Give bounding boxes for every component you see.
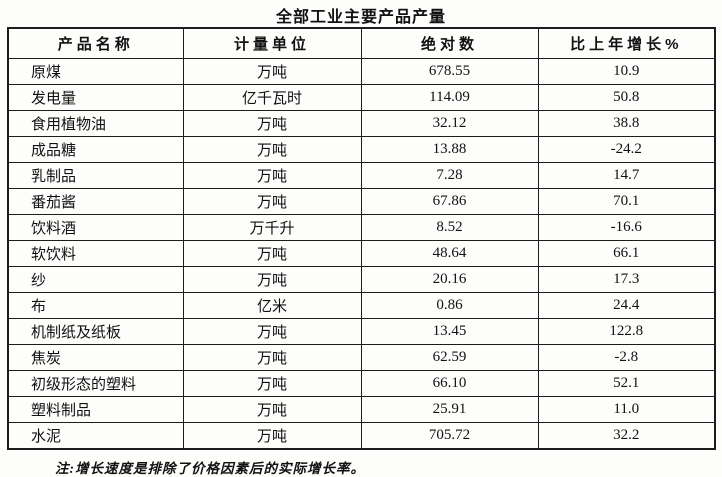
cell-growth-pct: -16.6	[537, 214, 716, 241]
table-row: 发电量 亿千瓦时 114.09 50.8	[7, 84, 716, 111]
cell-growth-pct: 11.0	[537, 396, 716, 423]
cell-unit: 亿米	[182, 292, 362, 319]
cell-unit: 万吨	[182, 240, 362, 267]
cell-unit: 万吨	[182, 110, 362, 137]
cell-growth-pct: 10.9	[537, 58, 716, 85]
cell-unit: 亿千瓦时	[182, 84, 362, 111]
cell-unit: 万吨	[182, 136, 362, 163]
cell-absolute-value: 13.88	[360, 136, 539, 163]
cell-unit: 万吨	[182, 396, 362, 423]
cell-product-name: 发电量	[7, 84, 184, 111]
cell-absolute-value: 7.28	[360, 162, 539, 189]
cell-product-name: 食用植物油	[7, 110, 184, 137]
table-row: 初级形态的塑料 万吨 66.10 52.1	[7, 370, 716, 397]
footnote: 注:增长速度是排除了价格因素后的实际增长率。	[55, 461, 365, 476]
cell-growth-pct: 50.8	[537, 84, 716, 111]
table-row: 原煤 万吨 678.55 10.9	[7, 58, 716, 85]
cell-growth-pct: 24.4	[537, 292, 716, 319]
cell-growth-pct: 70.1	[537, 188, 716, 215]
table-row: 饮料酒 万千升 8.52 -16.6	[7, 214, 716, 241]
cell-growth-pct: 66.1	[537, 240, 716, 267]
cell-product-name: 软饮料	[7, 240, 184, 267]
cell-absolute-value: 62.59	[360, 344, 539, 371]
col-header-unit: 计量单位	[182, 27, 362, 59]
cell-unit: 万吨	[182, 58, 362, 85]
table-row: 纱万吨 20.16 17.3	[7, 266, 716, 293]
table-row: 水泥 万吨 705.72 32.2	[7, 422, 716, 450]
cell-absolute-value: 32.12	[360, 110, 539, 137]
table-row: 布亿米 0.86 24.4	[7, 292, 716, 319]
cell-unit: 万吨	[182, 344, 362, 371]
cell-growth-pct: -2.8	[537, 344, 716, 371]
cell-product-name: 饮料酒	[7, 214, 184, 241]
cell-product-name: 机制纸及纸板	[7, 318, 184, 345]
header-row: 产品名称 计量单位 绝对数 比上年增长%	[7, 27, 716, 59]
cell-product-name: 纱	[7, 266, 184, 293]
cell-absolute-value: 20.16	[360, 266, 539, 293]
cell-absolute-value: 678.55	[360, 58, 539, 85]
table-row: 软饮料 万吨 48.64 66.1	[7, 240, 716, 267]
cell-growth-pct: 38.8	[537, 110, 716, 137]
cell-growth-pct: 32.2	[537, 422, 716, 450]
cell-absolute-value: 67.86	[360, 188, 539, 215]
cell-unit: 万吨	[182, 318, 362, 345]
table-row: 食用植物油 万吨 32.12 38.8	[7, 110, 716, 137]
cell-growth-pct: 17.3	[537, 266, 716, 293]
cell-unit: 万吨	[182, 370, 362, 397]
cell-unit: 万吨	[182, 188, 362, 215]
cell-growth-pct: -24.2	[537, 136, 716, 163]
cell-product-name: 乳制品	[7, 162, 184, 189]
cell-absolute-value: 25.91	[360, 396, 539, 423]
table-row: 机制纸及纸板 万吨 13.45 122.8	[7, 318, 716, 345]
col-header-product-name: 产品名称	[7, 27, 184, 59]
cell-unit: 万吨	[182, 266, 362, 293]
cell-absolute-value: 66.10	[360, 370, 539, 397]
cell-growth-pct: 14.7	[537, 162, 716, 189]
cell-absolute-value: 114.09	[360, 84, 539, 111]
cell-product-name: 番茄酱	[7, 188, 184, 215]
cell-absolute-value: 48.64	[360, 240, 539, 267]
page-title: 全部工业主要产品产量	[275, 9, 446, 26]
table-row: 乳制品 万吨 7.28 14.7	[7, 162, 716, 189]
product-output-table: 产品名称 计量单位 绝对数 比上年增长% 原煤 万吨 678.55 10.9 发电量 亿千…	[7, 27, 716, 450]
cell-unit: 万千升	[182, 214, 362, 241]
cell-absolute-value: 0.86	[360, 292, 539, 319]
cell-growth-pct: 122.8	[537, 318, 716, 345]
cell-product-name: 水泥	[7, 422, 184, 450]
cell-product-name: 焦炭	[7, 344, 184, 371]
cell-absolute-value: 13.45	[360, 318, 539, 345]
cell-product-name: 塑料制品	[7, 396, 184, 423]
table-row: 焦炭 万吨 62.59 -2.8	[7, 344, 716, 371]
cell-absolute-value: 705.72	[360, 422, 539, 450]
cell-growth-pct: 52.1	[537, 370, 716, 397]
cell-unit: 万吨	[182, 422, 362, 450]
col-header-growth-pct: 比上年增长%	[537, 27, 716, 59]
cell-unit: 万吨	[182, 162, 362, 189]
cell-product-name: 布	[7, 292, 184, 319]
cell-product-name: 初级形态的塑料	[7, 370, 184, 397]
table-row: 塑料制品 万吨 25.91 11.0	[7, 396, 716, 423]
cell-product-name: 成品糖	[7, 136, 184, 163]
cell-product-name: 原煤	[7, 58, 184, 85]
table-row: 番茄酱 万吨 67.86 70.1	[7, 188, 716, 215]
col-header-absolute-value: 绝对数	[360, 27, 539, 59]
table-row: 成品糖 万吨 13.88 -24.2	[7, 136, 716, 163]
cell-absolute-value: 8.52	[360, 214, 539, 241]
table-body: 原煤 万吨 678.55 10.9 发电量 亿千瓦时 114.09 50.8 食用植物油 万吨 32…	[7, 58, 716, 450]
